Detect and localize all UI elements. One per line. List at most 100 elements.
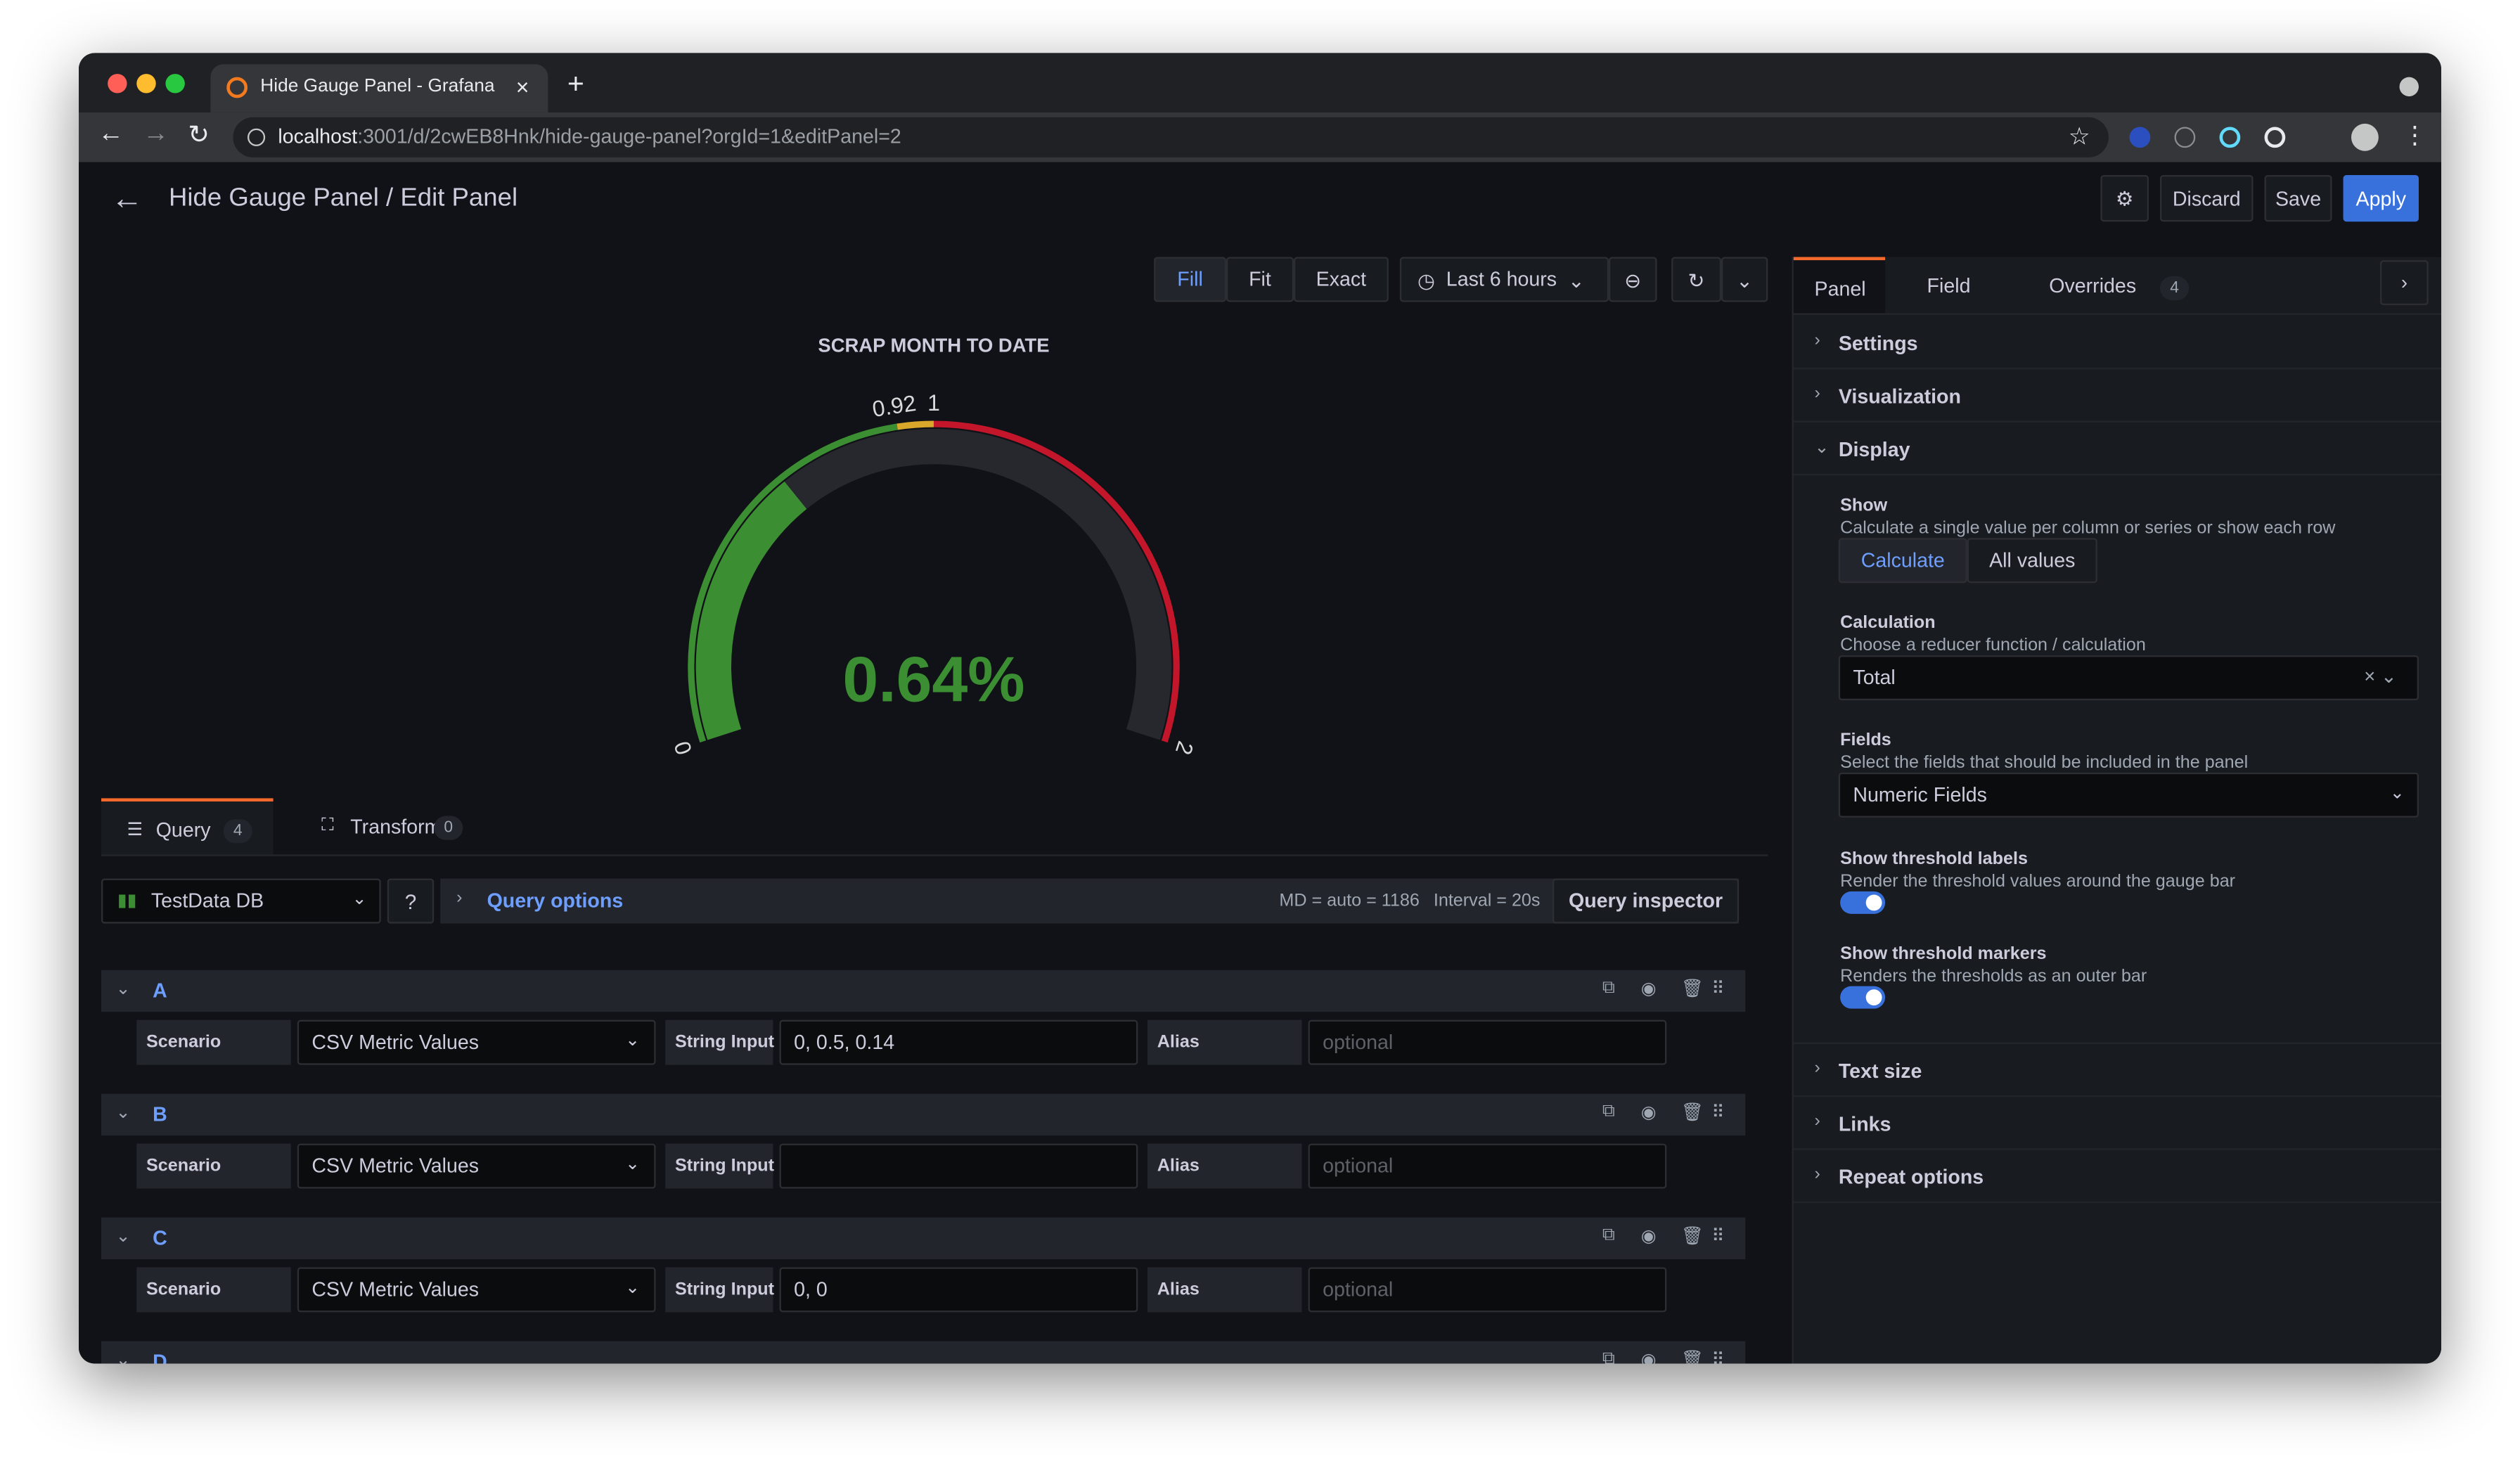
fields-select[interactable]: Numeric Fields ⌄ (1838, 772, 2419, 818)
options-tab[interactable]: Overrides 4 (2029, 257, 2190, 314)
view-fit[interactable]: Fit (1226, 257, 1294, 302)
extension[interactable] (2129, 127, 2151, 148)
string-input[interactable] (779, 1143, 1138, 1189)
field-label: Scenario (136, 1143, 291, 1189)
section-header[interactable]: › Text size (1793, 1044, 2441, 1097)
query-action[interactable]: 🗑 (1680, 1351, 1704, 1364)
toggle-switch[interactable] (1840, 891, 1886, 914)
collapse[interactable]: ⌄ (115, 1351, 131, 1364)
refresh-interval[interactable]: ⌄ (1721, 257, 1768, 302)
section-title: Display (1838, 438, 1910, 461)
datasource-name: TestData DB (150, 889, 264, 913)
profile-menu[interactable] (2399, 77, 2419, 97)
chevron: ⌄ (2389, 783, 2405, 804)
options-tab[interactable]: Field (1906, 257, 2002, 314)
back-button[interactable]: ← (98, 120, 124, 148)
back-arrow[interactable]: ← (110, 181, 143, 217)
extension[interactable] (2264, 127, 2286, 148)
omnibox[interactable]: localhost:3001/d/2cwEB8Hnk/hide-gauge-pa… (233, 117, 2109, 157)
query-action[interactable]: ⧉ (1602, 1348, 1615, 1364)
tab-strip: Hide Gauge Panel - Grafana × + (78, 53, 2441, 112)
view-fill[interactable]: Fill (1154, 257, 1226, 302)
expand-button[interactable]: › (2380, 260, 2429, 306)
scenario-select[interactable]: CSV Metric Values ⌄ (297, 1143, 656, 1189)
browser-menu[interactable]: ⋮ (2403, 122, 2427, 150)
section-title: Settings (1838, 332, 1918, 355)
alias-placeholder: optional (1323, 1154, 1394, 1178)
alias-input[interactable]: optional (1308, 1267, 1667, 1313)
query-tab[interactable]: ☰ Query 4 (101, 798, 274, 855)
discard-button[interactable]: Discard (2159, 175, 2254, 222)
query-action[interactable]: ◉ (1640, 1103, 1657, 1123)
string-input[interactable]: 0, 0 (779, 1267, 1138, 1313)
datasource-picker[interactable]: ▮▮ TestData DB ⌄ (101, 878, 381, 924)
reload-button[interactable]: ↻ (188, 122, 210, 150)
options-tab[interactable]: Panel (1793, 257, 1886, 314)
bookmark-star[interactable]: ☆ (2068, 123, 2090, 151)
help-button[interactable]: ? (387, 878, 435, 924)
toggle-switch[interactable] (1840, 986, 1886, 1009)
query-action[interactable]: ◉ (1640, 1351, 1657, 1364)
field-label: String Input (665, 1143, 774, 1189)
scenario-select[interactable]: CSV Metric Values ⌄ (297, 1019, 656, 1065)
radio-all-values[interactable]: All values (1967, 538, 2097, 584)
zoom-out[interactable]: ⊖ (1608, 257, 1657, 302)
string-input-value: 0, 0.5, 0.14 (794, 1031, 895, 1054)
section-header[interactable]: › Repeat options (1793, 1150, 2441, 1204)
collapse[interactable]: ⌄ (115, 1227, 131, 1247)
forward-button[interactable]: → (143, 120, 169, 148)
collapse[interactable]: ⌄ (115, 1103, 131, 1123)
section-header[interactable]: › Settings (1793, 316, 2441, 370)
view-exact[interactable]: Exact (1293, 257, 1389, 302)
query-action[interactable]: ⧉ (1602, 978, 1615, 998)
new-tab[interactable]: + (567, 67, 584, 100)
avatar[interactable] (2351, 123, 2379, 151)
section-header[interactable]: › Visualization (1793, 369, 2441, 423)
alias-input[interactable]: optional (1308, 1143, 1667, 1189)
favicon (226, 77, 248, 98)
tab-count: 0 (434, 816, 463, 840)
clear[interactable]: × ⌄ (2364, 664, 2397, 688)
query-action[interactable]: ◉ (1640, 1227, 1657, 1247)
knob (1865, 894, 1882, 911)
max-dot[interactable] (165, 74, 185, 94)
collapse[interactable]: ⌄ (115, 979, 131, 999)
tab-close[interactable]: × (515, 74, 529, 100)
query-action[interactable]: ⠿ (1711, 979, 1725, 999)
query-action[interactable]: 🗑 (1680, 1227, 1704, 1247)
browser-tab[interactable]: Hide Gauge Panel - Grafana × (210, 64, 548, 112)
query-options[interactable]: Query options (487, 889, 624, 913)
query-action[interactable]: ⧉ (1602, 1102, 1615, 1121)
query-tab[interactable]: ⛶ Transform 0 (296, 798, 489, 854)
option-label: Show threshold labels (1840, 849, 2028, 869)
scenario-select[interactable]: CSV Metric Values ⌄ (297, 1267, 656, 1313)
query-editor: ☰ Query 4 ⛶ Transform 0 ▮▮ TestData DB ⌄? › Query … (79, 798, 1792, 1364)
section-header[interactable]: › Links (1793, 1097, 2441, 1150)
string-input[interactable]: 0, 0.5, 0.14 (779, 1019, 1138, 1065)
alias-input[interactable]: optional (1308, 1019, 1667, 1065)
query-action[interactable]: ⠿ (1711, 1351, 1725, 1364)
section-header[interactable]: ⌄ Display (1793, 423, 2441, 476)
query-action[interactable]: ⠿ (1711, 1227, 1725, 1247)
query-action[interactable]: ⠿ (1711, 1103, 1725, 1123)
query-action[interactable]: 🗑 (1680, 1103, 1704, 1123)
time-picker[interactable]: ◷ Last 6 hours ⌄ (1399, 257, 1609, 302)
apply-button[interactable]: Apply (2343, 175, 2419, 222)
query-inspector[interactable]: Query inspector (1552, 878, 1740, 924)
save-button[interactable]: Save (2264, 175, 2332, 222)
calculation-select[interactable]: Total × ⌄ (1838, 655, 2419, 701)
radio-calculate[interactable]: Calculate (1838, 538, 1967, 584)
min-dot[interactable] (136, 74, 156, 94)
refresh[interactable]: ↻ (1671, 257, 1721, 302)
extension[interactable] (2174, 127, 2196, 148)
query-action[interactable]: ⧉ (1602, 1225, 1615, 1245)
query-options-bar: › Query options MD = auto = 1186 Interval =… (440, 878, 1740, 924)
info-icon (247, 128, 266, 146)
close-dot[interactable] (108, 74, 127, 94)
settings-button[interactable]: ⚙ (2100, 175, 2149, 222)
tab-count: 4 (223, 819, 252, 844)
query-action[interactable]: 🗑 (1680, 979, 1704, 999)
threshold-band (688, 423, 898, 743)
extension[interactable] (2219, 127, 2241, 148)
query-action[interactable]: ◉ (1640, 979, 1657, 999)
